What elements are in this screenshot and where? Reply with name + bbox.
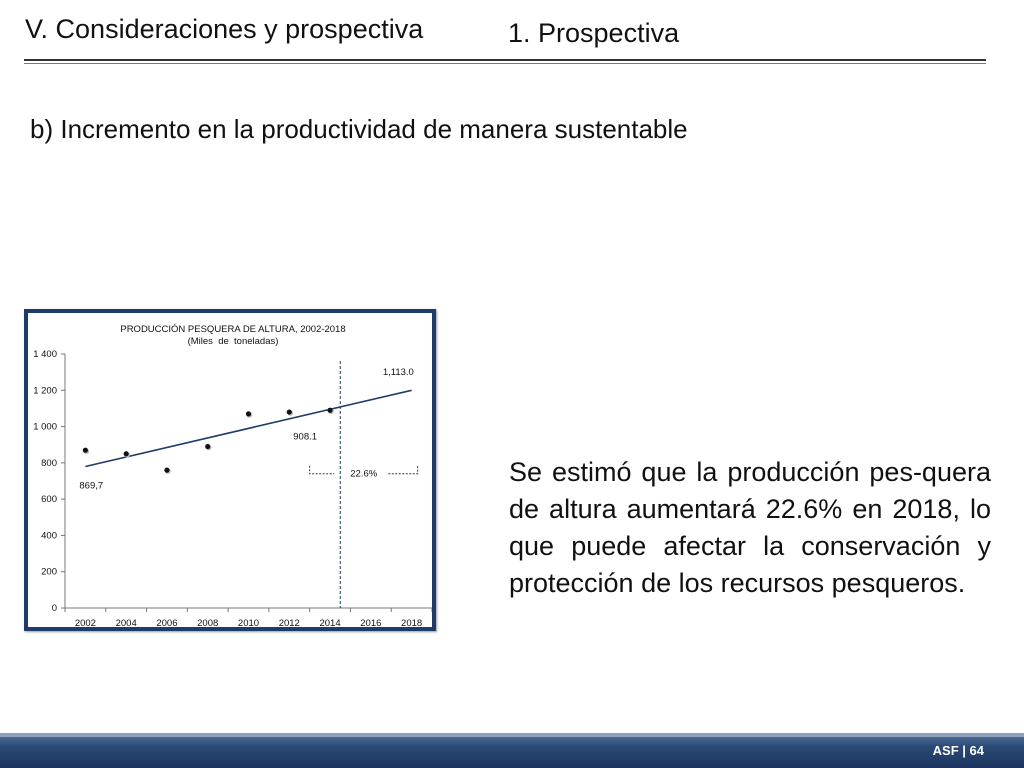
section-title: V. Consideraciones y prospectiva — [25, 14, 424, 44]
data-point — [327, 407, 333, 413]
y-tick-label: 400 — [41, 530, 57, 541]
x-tick-label: 2008 — [197, 618, 218, 627]
start-value-label: 869,7 — [79, 480, 103, 491]
x-tick-label: 2010 — [238, 618, 259, 627]
y-tick-label: 600 — [41, 494, 57, 505]
header-divider — [24, 59, 986, 61]
trend-line — [85, 389, 412, 468]
data-point — [123, 451, 129, 457]
projected-value-label: 1,113.0 — [383, 367, 414, 378]
y-tick-label: 1 400 — [33, 349, 57, 360]
production-chart: PRODUCCIÓN PESQUERA DE ALTURA, 2002-2018… — [33, 324, 432, 627]
x-tick-label: 2006 — [156, 618, 177, 627]
slide-subtitle: b) Incremento en la productividad de man… — [30, 114, 688, 144]
subsection-title: 1. Prospectiva — [508, 18, 680, 48]
growth-bracket-right — [388, 465, 419, 475]
y-tick-label: 200 — [41, 567, 57, 578]
y-tick-label: 0 — [52, 603, 57, 614]
x-tick-label: 2004 — [116, 618, 137, 627]
y-tick-label: 800 — [41, 458, 57, 469]
growth-bracket-left — [309, 465, 335, 475]
x-tick-label: 2002 — [75, 618, 96, 627]
data-point — [82, 447, 88, 453]
x-tick-label: 2012 — [279, 618, 300, 627]
growth-label: 22.6% — [350, 469, 377, 480]
data-point — [164, 467, 170, 473]
header-divider-thin — [24, 63, 986, 64]
chart-subtitle: (Miles de toneladas) — [188, 336, 279, 347]
y-tick-label: 1 000 — [33, 422, 57, 433]
data-point — [286, 409, 292, 415]
data-point — [245, 411, 252, 417]
chart-frame: PRODUCCIÓN PESQUERA DE ALTURA, 2002-2018… — [24, 309, 436, 631]
slide-body-text: Se estimó que la producción pes-quera de… — [509, 457, 991, 598]
data-point — [205, 443, 211, 450]
x-tick-label: 2016 — [360, 618, 381, 627]
footer-bar — [0, 737, 1024, 768]
x-tick-label: 2014 — [319, 618, 340, 627]
chart-title: PRODUCCIÓN PESQUERA DE ALTURA, 2002-2018 — [120, 324, 345, 335]
footer-stripe — [0, 733, 1024, 737]
x-tick-label: 2018 — [401, 618, 422, 627]
y-tick-label: 1 200 — [33, 385, 57, 396]
current-value-label: 908.1 — [293, 431, 317, 442]
footer-page-label: ASF | 64 — [932, 743, 984, 758]
